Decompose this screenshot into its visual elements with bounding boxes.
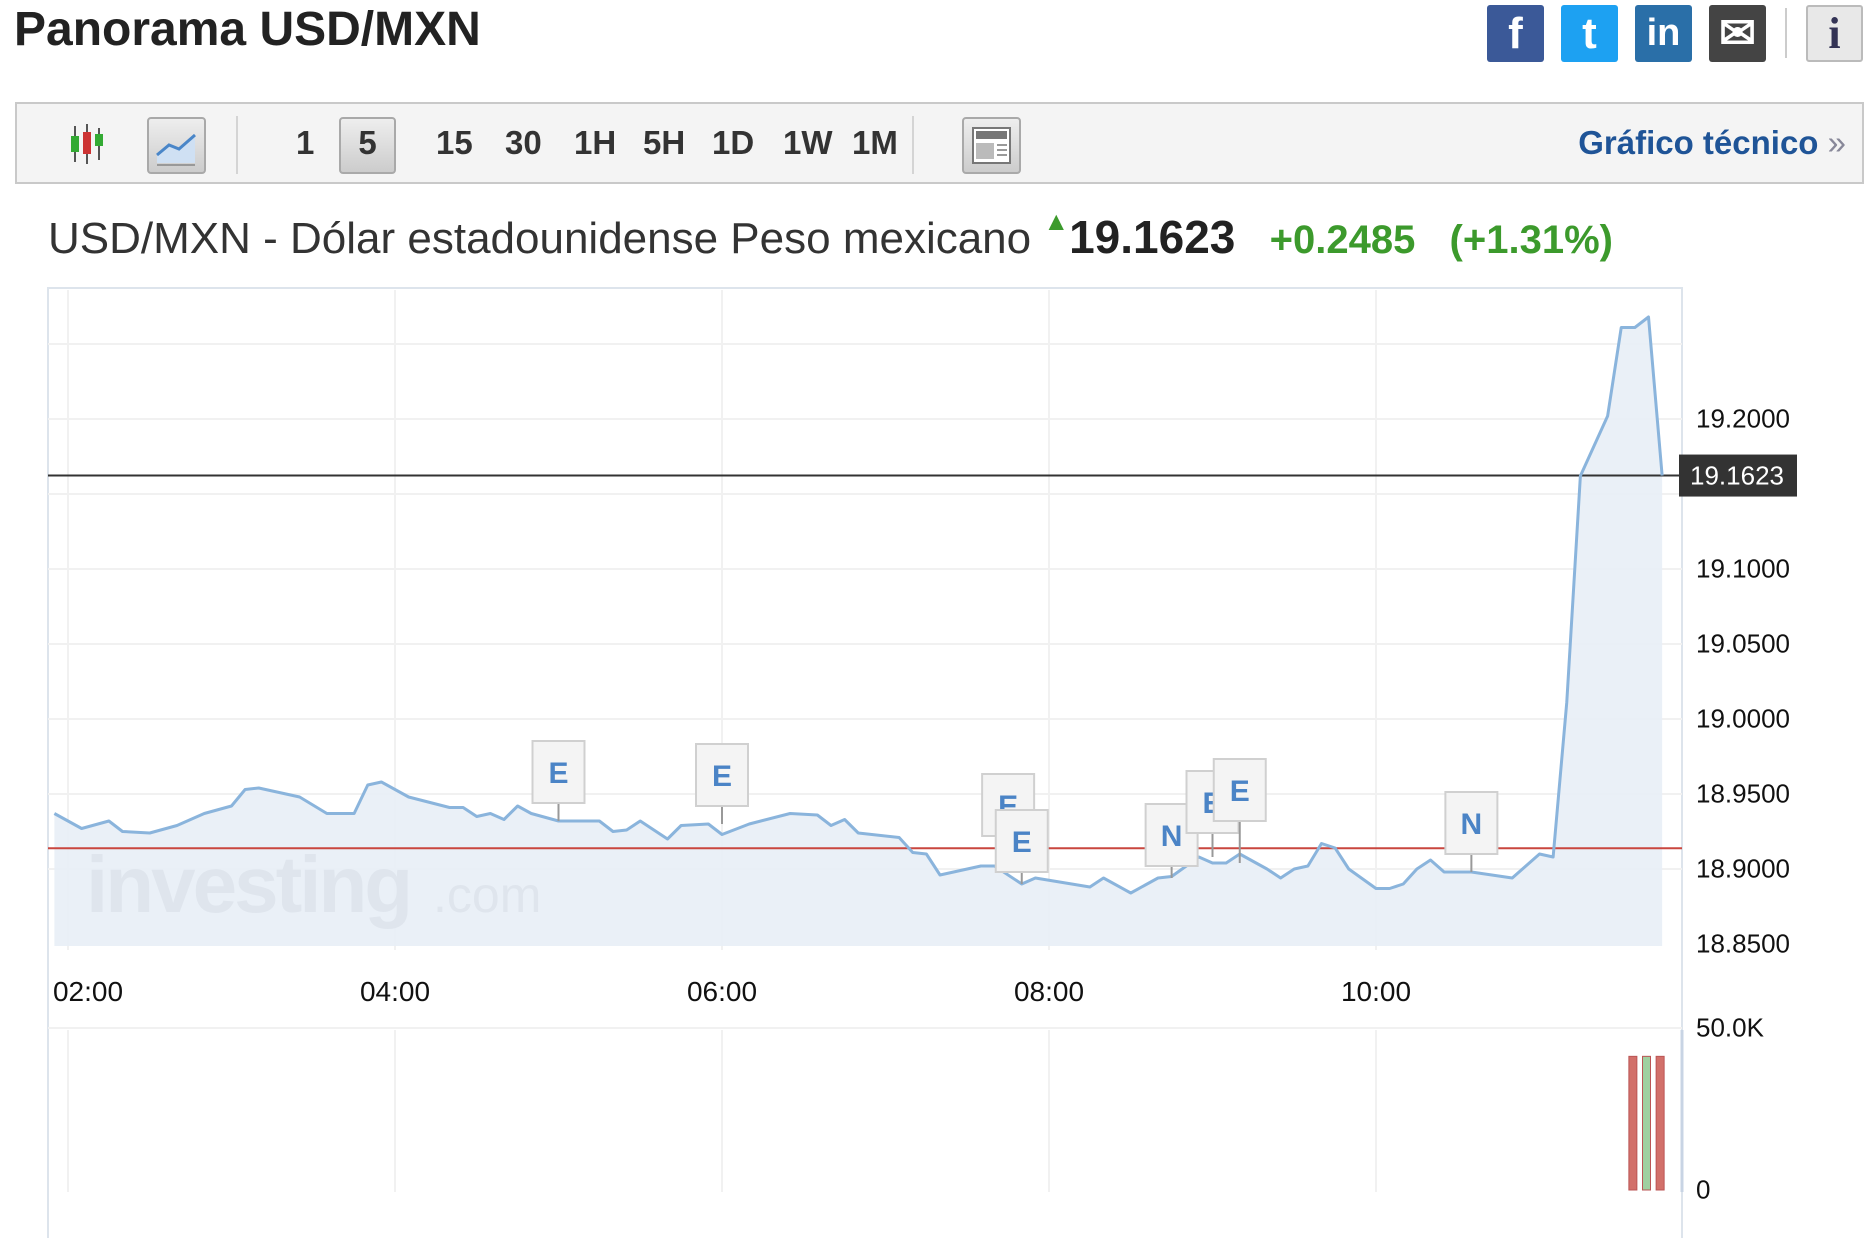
y-axis-tick-label: 19.0500 <box>1696 628 1790 659</box>
price-area-fill <box>54 317 1663 946</box>
layout-button[interactable] <box>962 117 1021 174</box>
volume-bar <box>1655 1055 1665 1191</box>
event-marker-label: E <box>1012 826 1032 859</box>
event-marker-economic[interactable] <box>695 743 749 807</box>
timeframe-1M-button[interactable]: 1M <box>852 124 898 161</box>
timeframe-15-button[interactable]: 15 <box>436 124 473 161</box>
line-chart-icon <box>156 133 196 166</box>
price-change-percent: (+1.31%) <box>1449 218 1613 262</box>
y-axis-tick-label: 18.9000 <box>1696 853 1790 884</box>
event-marker-economic[interactable] <box>531 740 586 804</box>
chart-toolbar: 1 5 15 30 1H 5H 1D 1W 1M Gráfico técnico » <box>15 102 1864 184</box>
volume-bar <box>1628 1055 1638 1191</box>
event-marker-label: E <box>548 757 568 790</box>
line-chart-button[interactable] <box>147 117 206 174</box>
price-change: +0.2485 <box>1269 218 1416 262</box>
y-axis-tick-label: 19.2000 <box>1696 403 1790 434</box>
price-line <box>53 315 1664 895</box>
timeframe-1-button[interactable]: 1 <box>296 124 315 161</box>
divider <box>1785 8 1787 58</box>
linkedin-share-icon[interactable]: in <box>1635 5 1692 62</box>
event-marker-economic[interactable] <box>1212 758 1267 822</box>
layout-icon <box>972 127 1011 164</box>
info-share-icon[interactable]: i <box>1806 5 1863 62</box>
technical-chart-link[interactable]: Gráfico técnico » <box>1578 124 1846 161</box>
event-marker-label: E <box>1230 775 1250 808</box>
event-marker-news[interactable] <box>1444 791 1499 855</box>
event-marker-label: N <box>1161 820 1183 853</box>
page-title: Panorama USD/MXN <box>14 3 481 56</box>
x-axis-tick-label: 04:00 <box>359 976 431 1007</box>
timeframe-1D-button[interactable]: 1D <box>712 124 755 161</box>
event-marker-economic[interactable] <box>994 809 1049 873</box>
y-axis-tick-label: 19.1000 <box>1696 553 1790 584</box>
candlestick-icon[interactable] <box>67 122 107 166</box>
event-marker-label: N <box>1461 808 1483 841</box>
email-share-icon[interactable]: ✉ <box>1709 5 1766 62</box>
divider <box>236 116 238 174</box>
timeframe-5H-button[interactable]: 5H <box>643 124 686 161</box>
timeframe-1H-button[interactable]: 1H <box>574 124 617 161</box>
timeframe-1W-button[interactable]: 1W <box>783 124 833 161</box>
last-price: 19.1623 <box>1069 211 1236 263</box>
volume-axis-tick-label: 0 <box>1696 1174 1711 1205</box>
volume-axis-tick-label: 50.0K <box>1696 1012 1764 1043</box>
facebook-share-icon[interactable]: f <box>1487 5 1544 62</box>
divider <box>912 116 914 174</box>
x-axis-tick-label: 06:00 <box>686 976 758 1007</box>
y-axis-tick-label: 18.8500 <box>1696 928 1790 959</box>
x-axis-tick-label: 10:00 <box>1340 976 1412 1007</box>
event-marker-label: E <box>712 760 732 793</box>
chevron-right-icon: » <box>1827 124 1846 161</box>
twitter-share-icon[interactable]: t <box>1561 5 1618 62</box>
last-price-tag <box>1679 454 1797 497</box>
instrument-name: USD/MXN - Dólar estadounidense Peso mexi… <box>48 214 1032 263</box>
plot-area <box>47 287 1683 1238</box>
y-axis-tick-label: 18.9500 <box>1696 778 1790 809</box>
last-price-tag-label: 19.1623 <box>1690 460 1784 491</box>
timeframe-label: 5 <box>358 124 377 161</box>
quote-header: USD/MXN - Dólar estadounidense Peso mexi… <box>48 206 1613 264</box>
timeframe-5-button[interactable]: 5 <box>339 117 396 174</box>
x-axis-tick-label: 08:00 <box>1013 976 1085 1007</box>
timeframe-30-button[interactable]: 30 <box>505 124 542 161</box>
arrow-up-icon: ▲ <box>1043 206 1070 236</box>
volume-bar <box>1642 1055 1651 1191</box>
y-axis-tick-label: 19.0000 <box>1696 703 1790 734</box>
x-axis-tick-label: 02:00 <box>52 976 124 1007</box>
